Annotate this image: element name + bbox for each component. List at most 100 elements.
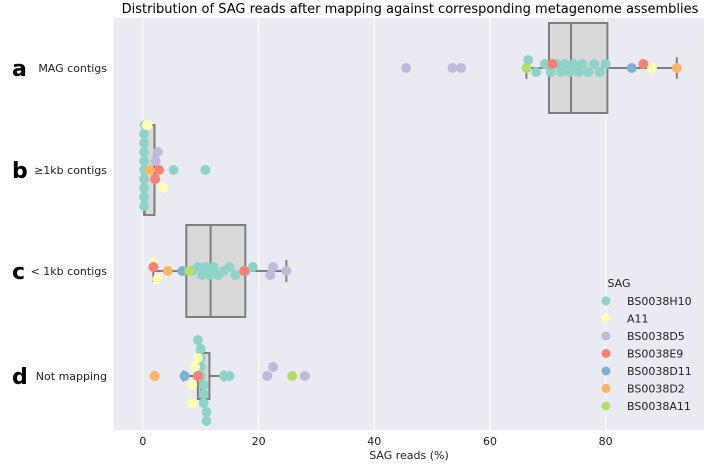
legend-swatch — [601, 314, 611, 323]
data-point — [139, 147, 150, 157]
data-point — [179, 371, 190, 381]
data-point — [192, 371, 203, 381]
data-point — [556, 67, 567, 77]
grid-lines — [142, 18, 607, 430]
data-point — [594, 67, 605, 77]
data-point — [208, 262, 219, 272]
data-point — [638, 59, 649, 69]
data-point — [189, 362, 200, 372]
data-point — [192, 335, 203, 345]
x-tick-label: 80 — [599, 435, 613, 448]
legend-swatch — [601, 366, 611, 376]
legend-label: A11 — [627, 313, 649, 326]
data-point — [281, 266, 292, 276]
data-point — [148, 262, 159, 272]
data-point — [200, 262, 211, 272]
legend-label: BS0038E9 — [627, 348, 683, 361]
data-point — [299, 371, 310, 381]
data-point — [198, 398, 209, 408]
data-point — [139, 192, 150, 202]
data-point — [600, 59, 611, 69]
panel-letter: d — [12, 365, 28, 390]
data-point — [139, 174, 150, 184]
chart-title: Distribution of SAG reads after mapping … — [122, 2, 699, 17]
legend-swatch — [601, 349, 611, 358]
data-point — [187, 398, 198, 408]
data-point — [177, 266, 188, 276]
data-point — [150, 174, 161, 184]
data-point — [201, 416, 212, 426]
data-point — [192, 262, 203, 272]
legend-label: BS0038D2 — [627, 383, 685, 396]
data-point — [230, 270, 241, 280]
x-tick-label: 60 — [483, 435, 497, 448]
data-point — [268, 262, 279, 272]
data-point — [139, 138, 150, 148]
data-point — [646, 63, 657, 73]
legend-label: BS0038A11 — [627, 400, 691, 413]
data-point — [150, 156, 161, 166]
legend-swatch — [601, 296, 611, 306]
data-point — [224, 371, 235, 381]
data-point — [154, 165, 165, 175]
data-point — [184, 266, 195, 276]
data-point — [564, 67, 575, 77]
legend-swatch — [601, 401, 611, 411]
data-point — [204, 270, 215, 280]
data-point — [568, 59, 579, 69]
data-point — [626, 63, 637, 73]
data-point — [158, 183, 169, 193]
data-point — [192, 353, 203, 363]
data-point — [265, 270, 276, 280]
data-point — [287, 371, 298, 381]
legend-label: BS0038H10 — [627, 295, 692, 308]
data-point — [168, 165, 179, 175]
data-point — [671, 63, 682, 73]
data-point — [201, 407, 212, 417]
data-point — [142, 120, 153, 130]
data-point — [139, 183, 150, 193]
data-point — [195, 344, 206, 354]
data-point — [262, 371, 273, 381]
data-point — [268, 362, 279, 372]
data-point — [521, 63, 532, 73]
legend-label: BS0038D11 — [627, 365, 692, 378]
legend-title: SAG — [607, 277, 630, 290]
x-axis-label: SAG reads (%) — [369, 449, 449, 462]
data-point — [198, 380, 209, 390]
data-point — [239, 266, 250, 276]
x-tick-label: 0 — [139, 435, 146, 448]
data-point — [139, 201, 150, 211]
panel-letter: a — [12, 57, 27, 82]
data-point — [198, 389, 209, 399]
data-point — [152, 274, 163, 284]
legend-swatch — [601, 331, 611, 341]
data-point — [583, 67, 594, 77]
data-point — [447, 63, 458, 73]
data-point — [162, 266, 173, 276]
swarm-points — [139, 55, 682, 426]
data-point — [224, 262, 235, 272]
legend-swatch — [601, 384, 611, 393]
data-point — [523, 55, 534, 65]
panel-letter: b — [12, 159, 28, 184]
legend-label: BS0038D5 — [627, 330, 685, 343]
data-point — [401, 63, 412, 73]
data-point — [547, 59, 558, 69]
data-point — [152, 147, 163, 157]
x-axis-ticks: 0 20 40 60 80 — [139, 435, 612, 448]
data-point — [539, 59, 550, 69]
panel-letter: c — [12, 260, 25, 285]
data-point — [149, 371, 160, 381]
data-point — [456, 63, 467, 73]
category-label: Not mapping — [36, 370, 107, 383]
data-point — [577, 59, 588, 69]
data-point — [573, 67, 584, 77]
data-point — [139, 156, 150, 166]
data-point — [187, 380, 198, 390]
data-point — [196, 270, 207, 280]
data-point — [139, 129, 150, 139]
category-label: ≥1kb contigs — [34, 164, 107, 177]
data-point — [200, 165, 211, 175]
